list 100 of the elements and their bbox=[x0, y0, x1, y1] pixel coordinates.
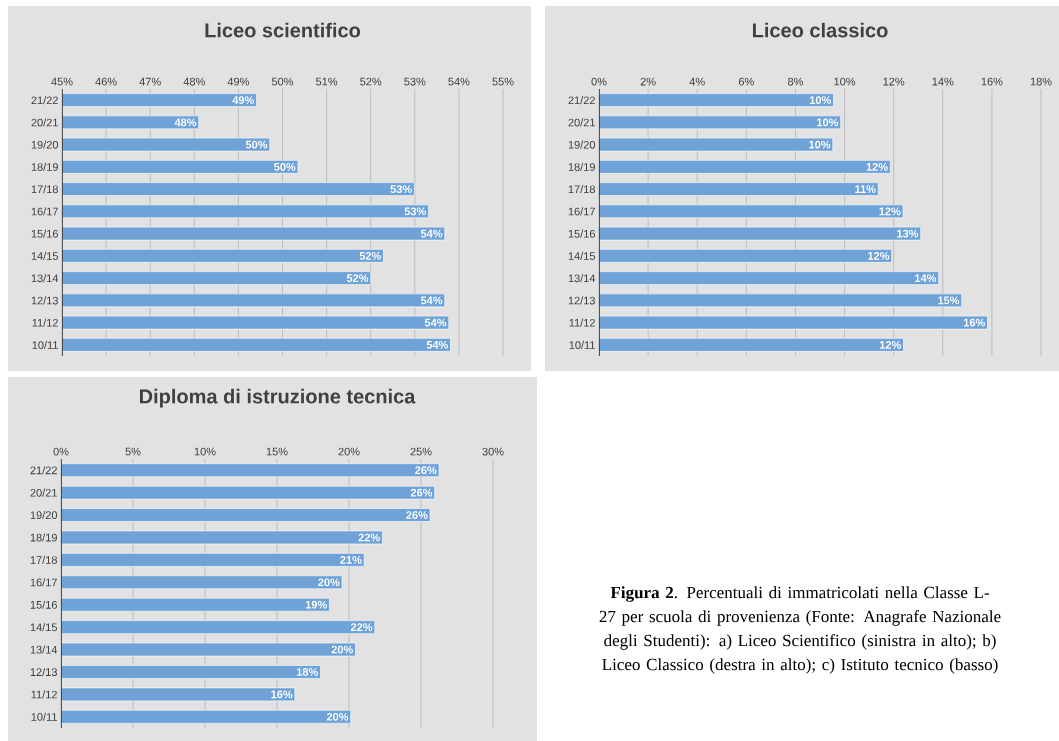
data-label: 50% bbox=[274, 162, 296, 171]
y-tick-label: 18/19 bbox=[568, 162, 595, 171]
bar bbox=[599, 338, 904, 352]
y-tick-label: 16/17 bbox=[568, 207, 595, 216]
bar bbox=[599, 249, 893, 263]
bar bbox=[599, 93, 834, 107]
x-tick-label: 55% bbox=[492, 77, 514, 86]
x-tick-label: 50% bbox=[271, 77, 294, 86]
data-label: 10% bbox=[817, 118, 839, 127]
y-tick-label: 14/15 bbox=[30, 623, 57, 632]
data-label: 22% bbox=[358, 533, 380, 542]
y-tick-label: 19/20 bbox=[31, 140, 59, 149]
bar bbox=[61, 508, 431, 522]
data-label: 12% bbox=[866, 163, 888, 171]
data-label: 10% bbox=[809, 140, 831, 149]
data-label: 50% bbox=[245, 140, 268, 149]
data-label: 10% bbox=[809, 96, 832, 105]
data-label: 49% bbox=[232, 96, 254, 105]
y-tick-label: 15/16 bbox=[31, 229, 58, 238]
data-label: 12% bbox=[879, 207, 901, 216]
x-tick-label: 0% bbox=[591, 77, 607, 86]
x-tick-label: 2% bbox=[640, 77, 656, 86]
bar bbox=[61, 642, 356, 657]
y-tick-label: 21/22 bbox=[568, 96, 595, 105]
y-tick-label: 12/13 bbox=[30, 667, 57, 676]
bar bbox=[599, 271, 939, 285]
bar bbox=[61, 530, 383, 545]
data-label: 26% bbox=[410, 488, 433, 497]
y-tick-label: 10/11 bbox=[32, 340, 58, 349]
y-tick-label: 11/12 bbox=[32, 318, 58, 327]
bar bbox=[61, 575, 343, 590]
x-tick-label: 5% bbox=[125, 447, 141, 456]
x-tick-label: 52% bbox=[360, 77, 382, 86]
data-label: 48% bbox=[174, 118, 197, 127]
bar bbox=[61, 485, 435, 500]
x-tick-label: 16% bbox=[981, 77, 1003, 86]
x-tick-label: 51% bbox=[316, 77, 338, 86]
data-label: 53% bbox=[390, 185, 412, 194]
data-label: 19% bbox=[305, 600, 327, 609]
data-label: 15% bbox=[938, 296, 960, 305]
y-tick-label: 13/14 bbox=[31, 274, 59, 283]
x-tick-label: 18% bbox=[1030, 77, 1052, 86]
bar bbox=[61, 687, 296, 702]
x-tick-label: 46% bbox=[95, 77, 117, 86]
x-tick-label: 53% bbox=[404, 77, 426, 86]
y-tick-label: 19/20 bbox=[568, 140, 596, 149]
data-label: 12% bbox=[868, 252, 890, 260]
data-label: 16% bbox=[271, 690, 293, 699]
x-tick-label: 45% bbox=[51, 77, 73, 86]
bar bbox=[61, 553, 365, 567]
y-tick-label: 11/12 bbox=[31, 690, 57, 699]
y-tick-label: 10/11 bbox=[569, 340, 595, 349]
data-label: 21% bbox=[340, 556, 362, 564]
bar bbox=[61, 597, 330, 612]
data-label: 54% bbox=[420, 229, 443, 238]
y-tick-label: 12/13 bbox=[568, 296, 595, 305]
bar bbox=[599, 182, 879, 196]
data-label: 18% bbox=[296, 668, 318, 676]
data-label: 20% bbox=[318, 578, 340, 587]
x-tick-label: 30% bbox=[482, 447, 504, 456]
bar bbox=[61, 709, 352, 724]
x-tick-label: 15% bbox=[266, 447, 288, 456]
data-label: 53% bbox=[404, 207, 426, 216]
x-tick-label: 12% bbox=[883, 77, 905, 86]
bar bbox=[61, 620, 376, 634]
data-label: 14% bbox=[915, 274, 937, 282]
x-tick-label: 54% bbox=[448, 77, 470, 86]
x-tick-label: 10% bbox=[194, 447, 216, 456]
y-tick-label: 17/18 bbox=[31, 185, 58, 194]
chart-title: Diploma di istruzione tecnica bbox=[139, 388, 416, 408]
y-tick-label: 18/19 bbox=[31, 162, 58, 171]
y-tick-label: 20/21 bbox=[31, 118, 58, 127]
data-label: 54% bbox=[420, 296, 443, 305]
chart-title: Liceo classico bbox=[752, 22, 888, 38]
y-tick-label: 20/21 bbox=[30, 488, 57, 497]
y-tick-label: 15/16 bbox=[568, 229, 595, 238]
y-tick-label: 13/14 bbox=[568, 274, 596, 283]
x-tick-label: 4% bbox=[689, 77, 705, 86]
data-label: 54% bbox=[426, 340, 449, 349]
y-tick-label: 17/18 bbox=[568, 185, 595, 194]
data-label: 12% bbox=[879, 341, 902, 349]
y-tick-label: 14/15 bbox=[31, 251, 58, 260]
y-tick-label: 13/14 bbox=[30, 645, 58, 654]
y-tick-label: 21/22 bbox=[30, 466, 57, 475]
y-tick-label: 17/18 bbox=[30, 555, 57, 564]
data-label: 26% bbox=[406, 511, 428, 519]
data-label: 22% bbox=[350, 623, 373, 631]
y-tick-label: 20/21 bbox=[568, 118, 595, 127]
y-tick-label: 10/11 bbox=[31, 712, 57, 721]
y-tick-label: 14/15 bbox=[568, 251, 595, 260]
data-label: 52% bbox=[346, 274, 369, 283]
x-tick-label: 10% bbox=[834, 77, 856, 86]
y-tick-label: 11/12 bbox=[569, 318, 595, 327]
y-tick-label: 12/13 bbox=[31, 296, 58, 305]
data-label: 13% bbox=[897, 229, 919, 238]
x-tick-label: 49% bbox=[227, 77, 250, 86]
x-tick-label: 48% bbox=[183, 77, 205, 86]
x-tick-label: 47% bbox=[139, 77, 161, 86]
x-tick-label: 8% bbox=[787, 77, 803, 86]
bar bbox=[599, 160, 891, 174]
